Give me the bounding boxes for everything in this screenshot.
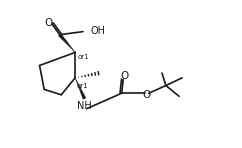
Text: O: O xyxy=(120,71,128,81)
Text: NH: NH xyxy=(77,101,92,111)
Polygon shape xyxy=(75,78,86,99)
Text: O: O xyxy=(44,18,52,28)
Text: or1: or1 xyxy=(77,83,88,89)
Text: O: O xyxy=(142,90,151,100)
Text: OH: OH xyxy=(91,26,106,36)
Text: or1: or1 xyxy=(77,54,89,60)
Polygon shape xyxy=(58,34,75,52)
